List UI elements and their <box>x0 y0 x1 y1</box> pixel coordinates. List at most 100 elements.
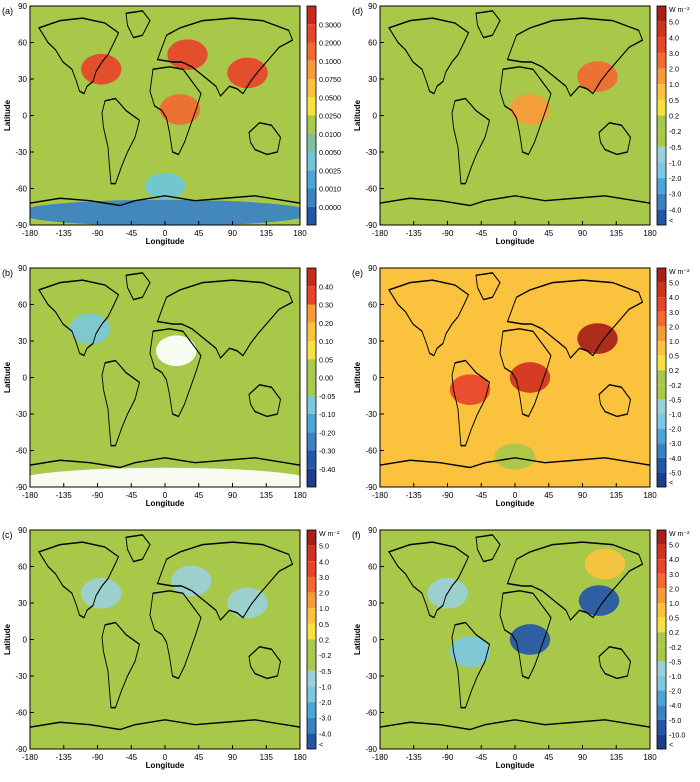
colorbar-label: < <box>319 740 323 749</box>
y-tick-label: -60 <box>365 447 377 456</box>
x-tick-label: -90 <box>92 753 104 762</box>
x-tick-label: 0 <box>513 491 518 500</box>
colorbar-label: -2.0 <box>669 174 681 183</box>
colorbar-frame <box>306 529 317 750</box>
x-tick-label: -45 <box>475 753 487 762</box>
y-tick-label: 90 <box>368 2 377 11</box>
colorbar-segment <box>657 705 666 720</box>
y-tick-label: 0 <box>373 636 378 645</box>
y-tick-label: 90 <box>18 2 27 11</box>
colorbar-unit: W m⁻² <box>669 269 690 276</box>
field-feature-4 <box>159 94 201 125</box>
colorbar-frame <box>656 267 667 488</box>
field-feature-1 <box>156 335 197 367</box>
colorbar-segment <box>657 428 666 444</box>
colorbar-segment <box>307 42 316 61</box>
x-tick-label: 180 <box>643 229 657 238</box>
field-feature-3 <box>449 636 491 667</box>
x-tick-label: -90 <box>442 753 454 762</box>
y-tick-label: -60 <box>15 185 27 194</box>
colorbar-segment <box>657 646 666 662</box>
panel-a: -180 -135 -90 -45 0 45 90 135 180 90 60 30 0 -30 -60 -9… <box>2 2 341 246</box>
y-tick-label: 60 <box>18 39 27 48</box>
panel-label: (f) <box>352 530 361 540</box>
colorbar-unit: W m⁻² <box>669 531 690 538</box>
x-tick-label: -45 <box>475 229 487 238</box>
colorbar-segment <box>657 115 666 132</box>
y-tick-label: 60 <box>18 301 27 310</box>
colorbar-segment <box>307 414 316 433</box>
colorbar-label: 1.0 <box>669 337 679 346</box>
colorbar-label: 0.0100 <box>319 130 341 139</box>
colorbar-segment <box>307 79 316 98</box>
y-tick-label: 60 <box>368 301 377 310</box>
colorbar-segment <box>657 457 666 473</box>
colorbar-segment <box>657 162 666 179</box>
panel-label: (e) <box>352 268 363 278</box>
colorbar-segment <box>657 603 666 618</box>
x-tick-label: -90 <box>442 491 454 500</box>
y-tick-label: 90 <box>18 264 27 273</box>
x-tick-label: -180 <box>22 229 39 238</box>
colorbar-label: 5.0 <box>319 542 329 551</box>
colorbar-label: -3.0 <box>319 714 331 723</box>
colorbar-label: 5.0 <box>669 18 679 27</box>
colorbar-segment <box>657 209 666 225</box>
colorbar-segment <box>657 193 666 210</box>
colorbar-segment <box>657 178 666 194</box>
x-tick-label: -180 <box>22 753 39 762</box>
y-tick-label: -90 <box>365 483 377 492</box>
panel-f: -180 -135 -90 -45 0 45 90 135 180 90 60 30 0 -30 -60 -9… <box>352 526 690 770</box>
colorbar-label: 0.5 <box>669 352 679 361</box>
colorbar-segment <box>307 60 316 79</box>
x-tick-label: -45 <box>125 491 137 500</box>
colorbar-segment <box>307 450 316 469</box>
colorbar-label: 0.5 <box>669 96 679 105</box>
colorbar-segment <box>657 661 666 676</box>
x-tick-label: 0 <box>163 229 168 238</box>
colorbar-frame <box>656 529 667 750</box>
x-tick-label: -90 <box>92 229 104 238</box>
colorbar-label: 0.0750 <box>319 75 341 84</box>
field-feature-2 <box>509 94 551 125</box>
colorbar-label: 5.0 <box>669 279 679 288</box>
colorbar-segment <box>657 676 666 691</box>
field-feature-2 <box>30 467 300 487</box>
panel-c: -180 -135 -90 -45 0 45 90 135 180 90 60 30 0 -30 -60 -9… <box>2 526 340 770</box>
x-tick-label: -135 <box>406 753 423 762</box>
panel-label: (a) <box>2 6 13 16</box>
y-tick-label: 30 <box>368 337 377 346</box>
field-feature-2 <box>509 624 551 655</box>
field-feature-1 <box>81 53 122 85</box>
colorbar-label: 0.20 <box>319 319 333 328</box>
x-tick-label: 0 <box>513 753 518 762</box>
x-tick-label: -180 <box>372 753 389 762</box>
colorbar-segment <box>307 702 316 718</box>
x-tick-label: -90 <box>92 491 104 500</box>
y-axis-label: Latitude <box>3 99 12 131</box>
colorbar-label: 2.0 <box>669 322 679 331</box>
x-tick-label: -45 <box>125 753 137 762</box>
colorbar-label: 1.0 <box>669 80 679 89</box>
colorbar-segment <box>657 472 666 487</box>
colorbar-label: -1.0 <box>669 158 681 167</box>
x-tick-label: 45 <box>544 491 553 500</box>
colorbar-label: 0.0250 <box>319 112 341 121</box>
field-feature-1 <box>578 585 620 616</box>
colorbar-label: 3.0 <box>669 308 679 317</box>
x-tick-label: 45 <box>194 229 203 238</box>
colorbar-label: 0.30 <box>319 301 333 310</box>
colorbar-segment <box>307 592 316 609</box>
panel-d: -180 -135 -90 -45 0 45 90 135 180 90 60 30 0 -30 -60 -9… <box>352 2 690 246</box>
colorbar-label: -0.20 <box>319 428 335 437</box>
colorbar-segment <box>307 97 316 116</box>
x-tick-label: 45 <box>544 753 553 762</box>
colorbar-label: 3.0 <box>669 570 679 579</box>
y-tick-label: 0 <box>23 636 28 645</box>
y-tick-label: 90 <box>368 526 377 535</box>
colorbar-label: 1.0 <box>319 604 329 613</box>
x-tick-label: 90 <box>578 229 587 238</box>
field-feature-5 <box>584 548 626 580</box>
x-tick-label: 135 <box>260 229 274 238</box>
